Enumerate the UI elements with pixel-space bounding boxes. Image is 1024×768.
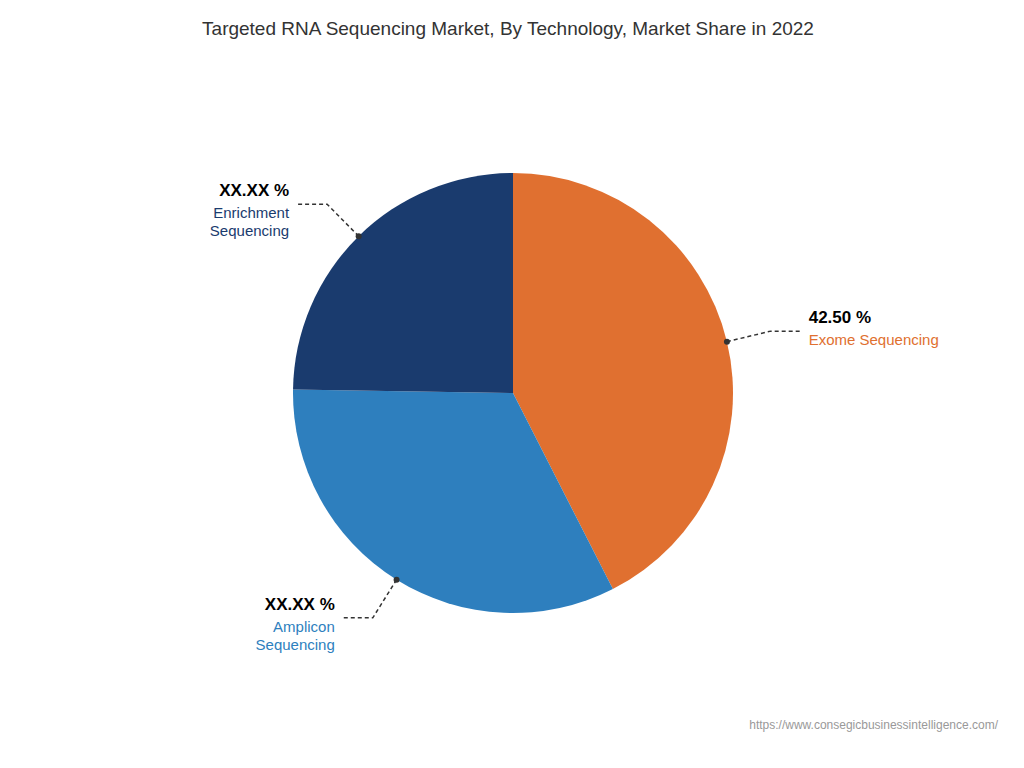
svg-text:AmpliconSequencing: AmpliconSequencing: [256, 618, 335, 653]
html-text:Targeted RNA Sequencing Market: Targeted RNA Sequencing Market, By Techn…: [202, 18, 814, 39]
svg-text:XX.XX %: XX.XX %: [265, 595, 335, 614]
svg-text:EnrichmentSequencing: EnrichmentSequencing: [210, 204, 290, 239]
svg-text:42.50 %: 42.50 %: [809, 308, 871, 327]
svg-text:Exome Sequencing: Exome Sequencing: [809, 331, 939, 348]
html-text:https://www.consegicbusinessin: https://www.consegicbusinessintelligence…: [749, 718, 998, 732]
svg-text:XX.XX %: XX.XX %: [219, 181, 289, 200]
